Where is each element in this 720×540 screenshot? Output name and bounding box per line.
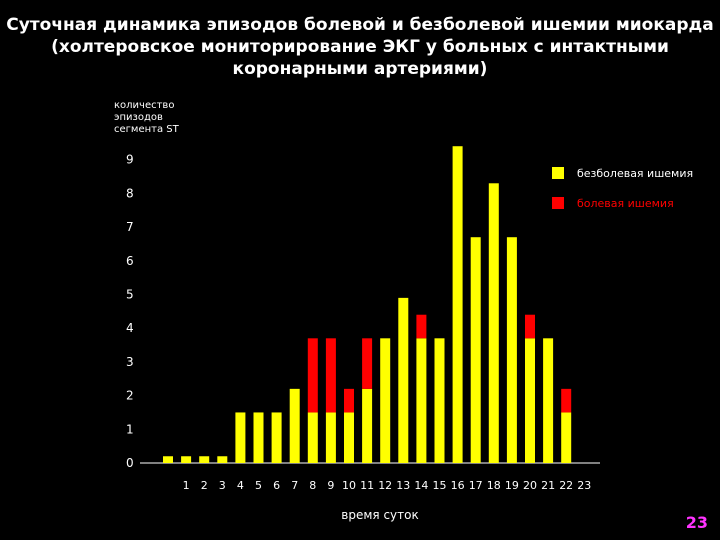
y-tick-label: 4 [126, 321, 134, 335]
y-tick-label: 6 [126, 254, 134, 268]
bar-painless-ischemia [543, 338, 554, 463]
x-tick-label: 21 [541, 479, 555, 492]
y-tick-label: 0 [126, 456, 134, 470]
bar-painful-ischemia [416, 314, 427, 339]
x-tick-label: 6 [273, 479, 280, 492]
y-tick-label: 1 [126, 422, 134, 436]
x-tick-label: 4 [237, 479, 244, 492]
bar-painless-ischemia [398, 297, 409, 463]
x-tick-label: 18 [487, 479, 501, 492]
bar-painful-ischemia [344, 388, 354, 413]
bar-painful-ischemia [325, 338, 336, 413]
x-tick-label: 2 [201, 479, 208, 492]
bar-painless-ischemia [325, 412, 336, 463]
x-axis-label: время суток [341, 508, 419, 522]
title-line-3: коронарными артериями) [232, 59, 488, 79]
y-tick-label: 5 [126, 288, 134, 302]
y-tick-label: 8 [126, 186, 134, 200]
legend-label-painful: болевая ишемия [577, 197, 674, 210]
x-tick-label: 11 [360, 479, 374, 492]
bar-painful-ischemia [525, 314, 535, 339]
bar-painless-ischemia [561, 412, 572, 463]
x-tick-label: 5 [255, 479, 262, 492]
bar-painless-ischemia [217, 456, 228, 463]
bar-painless-ischemia [362, 388, 373, 463]
bar-painless-ischemia [344, 412, 354, 463]
bar-painful-ischemia [307, 338, 318, 413]
legend-label-painless: безболевая ишемия [577, 167, 694, 180]
bar-painless-ischemia [163, 456, 173, 463]
x-tick-label: 22 [559, 479, 573, 492]
y-axis-label-line-3: сегмента ST [114, 124, 179, 135]
x-tick-label: 1 [183, 479, 190, 492]
chart-title: Суточная динамика эпизодов болевой и без… [0, 14, 720, 80]
title-line-1: Суточная динамика эпизодов болевой и без… [6, 15, 714, 35]
bar-painful-ischemia [561, 388, 572, 413]
y-axis-label-line-1: количество [114, 100, 175, 111]
bar-painless-ischemia [181, 456, 192, 463]
bar-painless-ischemia [470, 237, 481, 463]
x-tick-label: 15 [433, 479, 447, 492]
y-axis-label: количество эпизодов сегмента ST [114, 100, 204, 136]
y-tick-label: 3 [126, 355, 134, 369]
bar-painless-ischemia [307, 412, 318, 463]
x-tick-label: 20 [523, 479, 537, 492]
bar-painless-ischemia [199, 456, 210, 463]
x-tick-label: 3 [219, 479, 226, 492]
x-tick-label: 7 [291, 479, 298, 492]
legend-swatch-painless [552, 167, 564, 179]
x-tick-label: 19 [505, 479, 519, 492]
bar-painless-ischemia [271, 412, 282, 463]
bar-painless-ischemia [380, 338, 391, 463]
x-tick-label: 8 [309, 479, 316, 492]
bar-painful-ischemia [362, 338, 373, 389]
bar-painless-ischemia [416, 338, 427, 463]
y-tick-label: 2 [126, 389, 134, 403]
bar-painless-ischemia [434, 338, 445, 463]
bar-painless-ischemia [525, 338, 535, 463]
y-axis-label-line-2: эпизодов [114, 112, 163, 123]
x-tick-label: 13 [396, 479, 410, 492]
bar-painless-ischemia [452, 146, 463, 463]
x-tick-label: 23 [577, 479, 591, 492]
x-tick-label: 10 [342, 479, 356, 492]
bar-painless-ischemia [488, 183, 499, 464]
y-tick-label: 9 [126, 153, 134, 167]
x-tick-label: 17 [469, 479, 483, 492]
x-tick-label: 14 [414, 479, 428, 492]
x-tick-label: 16 [451, 479, 465, 492]
title-line-2: (холтеровское мониторирование ЭКГ у боль… [51, 37, 669, 57]
x-tick-label: 12 [378, 479, 392, 492]
y-tick-label: 7 [126, 220, 134, 234]
x-tick-label: 9 [327, 479, 334, 492]
bar-painless-ischemia [506, 237, 517, 463]
bar-painless-ischemia [235, 412, 246, 463]
bar-painless-ischemia [253, 412, 264, 463]
bar-painless-ischemia [289, 388, 300, 463]
legend-swatch-painful [552, 197, 564, 209]
slide-number: 23 [685, 513, 708, 532]
